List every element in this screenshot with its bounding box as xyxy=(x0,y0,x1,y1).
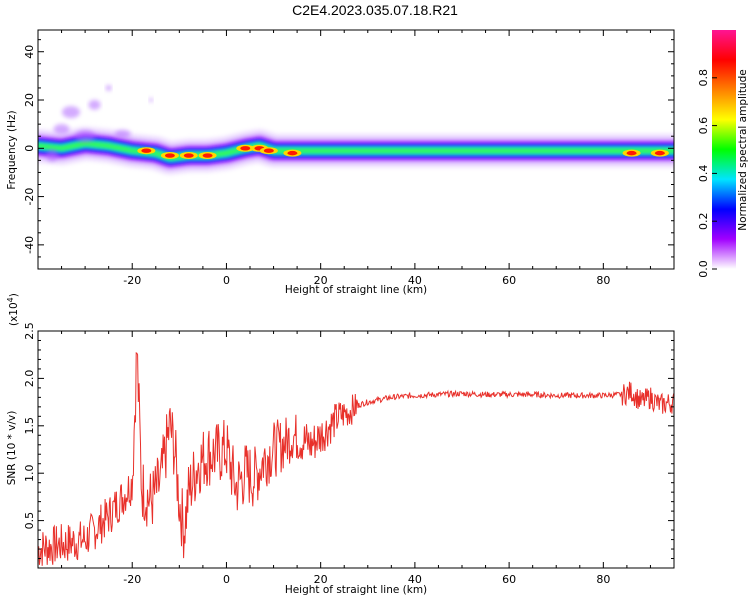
snr-y-ticks: 0.5 1.0 1.5 2.0 2.5 xyxy=(23,322,674,560)
snr-y-axis-label: SNR (10 * v/v) xyxy=(6,411,18,486)
colorbar-tick-label: 0.4 xyxy=(697,165,710,183)
spectrogram-y-tick-label: 20 xyxy=(23,93,36,107)
spectrogram-hotspot xyxy=(141,148,152,153)
spectrogram-frame xyxy=(37,29,675,270)
spectrogram-x-ticks: -20 0 20 40 60 80 xyxy=(61,30,675,287)
snr-y-tick-label: 1.5 xyxy=(23,417,36,435)
spectrogram-blob xyxy=(61,106,80,119)
snr-x-tick-label: 0 xyxy=(223,573,230,586)
snr-frame xyxy=(37,330,675,569)
snr-x-tick-label: 60 xyxy=(502,573,516,586)
spectrogram-panel: -20 0 20 40 60 80 40 20 0 -20 -40 Height of strai… xyxy=(6,29,675,296)
spectrogram-x-tick-label: 40 xyxy=(408,274,422,287)
spectrogram-y-tick-label: 0 xyxy=(23,145,36,152)
spectrogram-hotspot xyxy=(202,153,213,158)
colorbar-ticks: 0.0 0.2 0.4 0.6 0.8 xyxy=(697,69,717,278)
spectrogram-y-ticks: 40 20 0 -20 -40 xyxy=(23,39,674,270)
spectrogram-blob xyxy=(105,84,112,91)
colorbar-tick-label: 0.2 xyxy=(697,212,710,230)
spectrogram-y-tick-label: -40 xyxy=(23,236,36,254)
spectrogram-blob xyxy=(114,129,131,138)
spectrogram-x-tick-label: 20 xyxy=(314,274,328,287)
spectrogram-blob xyxy=(75,130,96,143)
spectrogram-hotspot xyxy=(164,153,175,158)
snr-x-tick-label: -20 xyxy=(123,573,141,586)
spectrogram-hotspot xyxy=(287,150,298,156)
colorbar-tick-label: 0.6 xyxy=(697,117,710,135)
spectrogram-heatmap xyxy=(38,84,674,175)
snr-panel: -20 0 20 40 60 80 0.5 1.0 1.5 2.0 2.5 Height of s… xyxy=(6,293,675,596)
colorbar-gradient xyxy=(712,30,736,269)
snr-x-tick-label: 40 xyxy=(408,573,422,586)
snr-y-multiplier: (x104) xyxy=(6,293,20,326)
colorbar-tick-label: 0.0 xyxy=(697,260,710,278)
spectrogram-x-tick-label: 0 xyxy=(223,274,230,287)
spectrogram-hotspot xyxy=(183,153,194,158)
spectrogram-y-axis-label: Frequency (Hz) xyxy=(6,110,18,189)
chart-title: C2E4.2023.035.07.18.R21 xyxy=(292,2,458,18)
colorbar: 0.0 0.2 0.4 0.6 0.8 Normalized spectral ampl… xyxy=(697,30,749,278)
spectrogram-hotspot xyxy=(240,146,251,151)
snr-y-tick-label: 2.0 xyxy=(23,370,36,388)
spectrogram-x-tick-label: 60 xyxy=(502,274,516,287)
spectrogram-blob xyxy=(88,99,101,110)
spectrogram-blob xyxy=(46,149,59,162)
spectrogram-x-tick-label: -20 xyxy=(123,274,141,287)
snr-y-tick-label: 2.5 xyxy=(23,322,36,340)
spectrogram-blob xyxy=(53,123,70,134)
snr-series-line xyxy=(38,352,674,566)
spectrogram-y-tick-label: -20 xyxy=(23,188,36,206)
spectrogram-blob xyxy=(149,98,154,103)
colorbar-tick-label: 0.8 xyxy=(697,69,710,87)
snr-x-tick-label: 80 xyxy=(596,573,610,586)
spectrogram-hotspot xyxy=(654,150,665,156)
spectrogram-hotspot xyxy=(626,150,637,156)
snr-x-axis-label: Height of straight line (km) xyxy=(285,584,427,596)
spectrogram-x-tick-label: 80 xyxy=(596,274,610,287)
colorbar-label: Normalized spectral amplitude xyxy=(737,69,749,230)
spectrogram-hotspot xyxy=(263,148,274,153)
spectrogram-y-tick-label: 40 xyxy=(23,45,36,59)
snr-y-tick-label: 0.5 xyxy=(23,512,36,530)
snr-x-ticks: -20 0 20 40 60 80 xyxy=(61,331,675,586)
spectrogram-x-axis-label: Height of straight line (km) xyxy=(285,284,427,296)
snr-x-tick-label: 20 xyxy=(314,573,328,586)
snr-y-tick-label: 1.0 xyxy=(23,464,36,482)
spectrogram-band-green xyxy=(38,141,674,161)
